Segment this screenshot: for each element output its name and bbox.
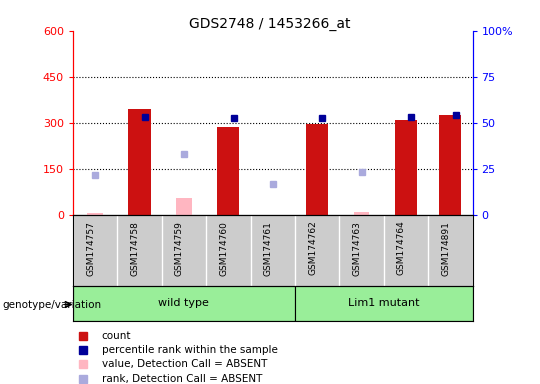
Text: GSM174761: GSM174761 xyxy=(264,221,273,276)
Bar xyxy=(176,198,192,215)
Text: GSM174760: GSM174760 xyxy=(219,221,228,276)
Text: GSM174763: GSM174763 xyxy=(353,221,361,276)
Text: percentile rank within the sample: percentile rank within the sample xyxy=(102,345,278,355)
Text: count: count xyxy=(102,331,131,341)
Bar xyxy=(73,286,295,321)
Text: GDS2748 / 1453266_at: GDS2748 / 1453266_at xyxy=(189,17,351,31)
Bar xyxy=(354,212,369,215)
Text: GSM174764: GSM174764 xyxy=(397,221,406,275)
Bar xyxy=(395,120,417,215)
Text: GSM174758: GSM174758 xyxy=(131,221,139,276)
Bar xyxy=(295,286,472,321)
Bar xyxy=(87,213,103,215)
Text: GSM174891: GSM174891 xyxy=(441,221,450,276)
Text: GSM174762: GSM174762 xyxy=(308,221,317,275)
Text: genotype/variation: genotype/variation xyxy=(3,300,102,310)
Bar xyxy=(217,127,239,215)
Bar xyxy=(306,124,328,215)
Text: wild type: wild type xyxy=(158,298,210,308)
Text: GSM174759: GSM174759 xyxy=(175,221,184,276)
Text: rank, Detection Call = ABSENT: rank, Detection Call = ABSENT xyxy=(102,374,262,384)
Bar xyxy=(129,109,151,215)
Text: value, Detection Call = ABSENT: value, Detection Call = ABSENT xyxy=(102,359,267,369)
Bar xyxy=(439,115,461,215)
Text: Lim1 mutant: Lim1 mutant xyxy=(348,298,420,308)
Text: GSM174757: GSM174757 xyxy=(86,221,95,276)
